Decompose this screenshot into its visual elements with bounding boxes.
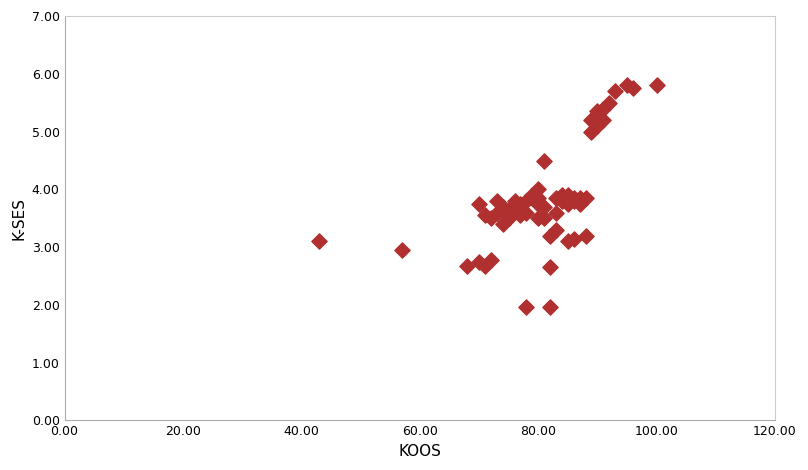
Point xyxy=(508,197,521,205)
Point xyxy=(502,214,515,222)
Point xyxy=(562,238,574,245)
Point xyxy=(585,128,598,135)
Point xyxy=(478,262,491,269)
Point xyxy=(490,209,503,216)
Point xyxy=(532,214,545,222)
Point xyxy=(562,191,574,199)
Point xyxy=(484,214,497,222)
Point xyxy=(567,197,580,205)
Point xyxy=(573,194,586,202)
X-axis label: KOOS: KOOS xyxy=(398,444,441,459)
Point xyxy=(597,105,610,112)
Point xyxy=(591,122,604,130)
Point xyxy=(537,203,550,211)
Point xyxy=(555,191,568,199)
Point xyxy=(502,206,515,213)
Point xyxy=(555,197,568,205)
Point xyxy=(514,212,527,219)
Point xyxy=(621,82,633,89)
Point xyxy=(544,232,557,239)
Point xyxy=(484,256,497,264)
Point xyxy=(567,235,580,242)
Point xyxy=(313,238,326,245)
Y-axis label: K-SES: K-SES xyxy=(11,197,26,240)
Point xyxy=(650,82,663,89)
Point xyxy=(579,194,592,202)
Point xyxy=(579,232,592,239)
Point xyxy=(490,197,503,205)
Point xyxy=(473,200,486,208)
Point xyxy=(544,303,557,310)
Point xyxy=(502,212,515,219)
Point xyxy=(520,209,532,216)
Point xyxy=(544,264,557,271)
Point xyxy=(461,262,473,270)
Point xyxy=(549,226,562,234)
Point xyxy=(537,157,550,164)
Point xyxy=(496,203,509,211)
Point xyxy=(562,200,574,208)
Point xyxy=(532,194,545,202)
Point xyxy=(585,117,598,124)
Point xyxy=(567,194,580,202)
Point xyxy=(396,246,409,254)
Point xyxy=(597,117,610,124)
Point xyxy=(537,214,550,222)
Point xyxy=(508,203,521,211)
Point xyxy=(520,197,532,205)
Point xyxy=(526,191,539,199)
Point xyxy=(603,99,616,107)
Point xyxy=(608,87,621,95)
Point xyxy=(473,258,486,266)
Point xyxy=(514,200,527,208)
Point xyxy=(532,200,545,208)
Point xyxy=(573,200,586,208)
Point xyxy=(549,209,562,216)
Point xyxy=(478,212,491,219)
Point xyxy=(591,108,604,115)
Point xyxy=(496,220,509,228)
Point xyxy=(526,194,539,202)
Point xyxy=(532,186,545,193)
Point xyxy=(520,303,532,310)
Point xyxy=(549,194,562,202)
Point xyxy=(626,85,639,92)
